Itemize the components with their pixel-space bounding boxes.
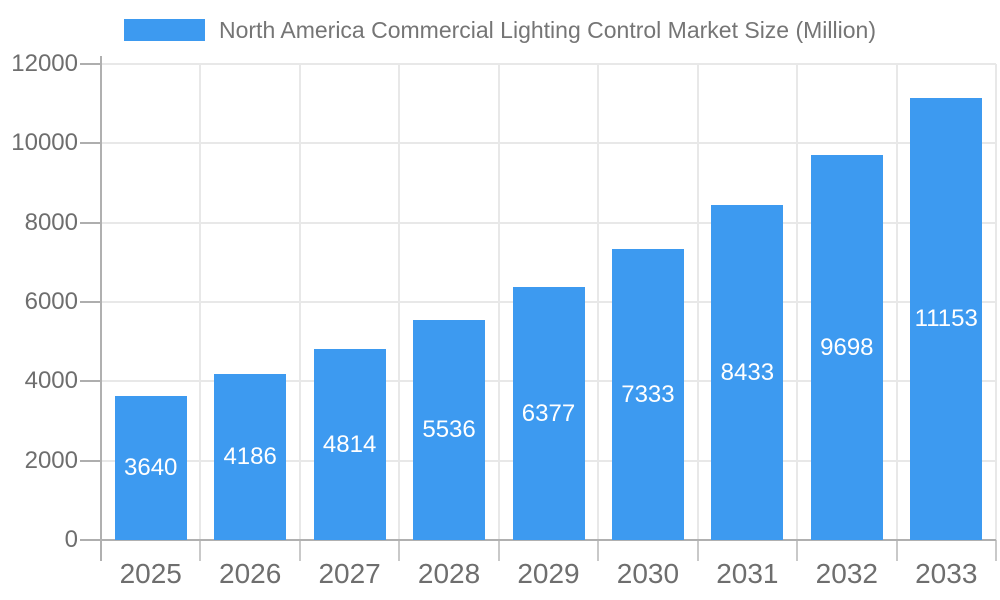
y-tick-mark bbox=[80, 301, 101, 303]
bar-value-label: 7333 bbox=[621, 380, 675, 408]
x-gridline bbox=[796, 64, 799, 540]
x-tick-label: 2031 bbox=[716, 558, 779, 589]
y-gridline bbox=[101, 63, 996, 65]
bar-2026: 4186 bbox=[214, 373, 287, 540]
x-gridline bbox=[895, 64, 898, 540]
x-gridline bbox=[597, 64, 600, 540]
y-gridline bbox=[101, 221, 996, 224]
y-tick-mark bbox=[80, 142, 101, 145]
y-tick-label: 0 bbox=[64, 526, 78, 553]
x-tick-label: 2030 bbox=[616, 558, 680, 589]
y-tick-label: 4000 bbox=[24, 367, 78, 395]
y-tick-label: 6000 bbox=[24, 288, 78, 315]
x-tick-label: 2029 bbox=[517, 558, 580, 589]
x-gridline bbox=[298, 64, 301, 540]
x-tick-label: 2027 bbox=[318, 558, 381, 589]
bar-value-label: 5536 bbox=[422, 416, 476, 444]
y-axis-line bbox=[100, 56, 102, 561]
x-gridline bbox=[696, 64, 699, 540]
bar-value-label: 4186 bbox=[223, 442, 277, 470]
bar-value-label: 11153 bbox=[914, 304, 978, 332]
legend-item[interactable]: North America Commercial Lighting Contro… bbox=[124, 15, 876, 45]
bar-value-label: 6377 bbox=[521, 399, 576, 427]
x-tick-mark bbox=[696, 540, 699, 561]
y-tick-label: 2000 bbox=[24, 446, 78, 474]
x-tick-label: 2028 bbox=[417, 558, 481, 589]
bar-value-label: 3640 bbox=[124, 453, 178, 481]
x-axis-line bbox=[101, 539, 996, 541]
bar-2025: 3640 bbox=[114, 395, 187, 540]
bar-2029: 6377 bbox=[512, 287, 585, 540]
y-tick-mark bbox=[80, 380, 101, 383]
x-tick-label: 2033 bbox=[915, 558, 978, 589]
x-tick-mark bbox=[796, 540, 799, 561]
x-gridline bbox=[497, 64, 500, 540]
x-tick-mark bbox=[597, 540, 600, 561]
bar-2030: 7333 bbox=[611, 249, 684, 540]
bar-2028: 5536 bbox=[413, 320, 486, 540]
x-tick-mark bbox=[995, 540, 997, 561]
x-gridline bbox=[995, 64, 997, 540]
y-gridline bbox=[101, 142, 996, 145]
x-tick-mark bbox=[298, 540, 301, 561]
bar-value-label: 8433 bbox=[720, 358, 775, 386]
y-tick-mark bbox=[80, 221, 101, 224]
legend-swatch-icon bbox=[124, 19, 205, 41]
bar-2032: 9698 bbox=[810, 155, 883, 540]
x-tick-label: 2032 bbox=[815, 558, 878, 589]
bar-value-label: 9698 bbox=[820, 333, 874, 361]
y-tick-label: 12000 bbox=[11, 50, 78, 77]
x-tick-mark bbox=[497, 540, 500, 561]
bar-2033: 11153 bbox=[910, 97, 983, 540]
y-tick-mark bbox=[80, 459, 101, 462]
x-tick-label: 2025 bbox=[119, 558, 182, 589]
y-tick-label: 10000 bbox=[11, 129, 78, 157]
x-gridline bbox=[398, 64, 401, 540]
x-tick-label: 2026 bbox=[219, 558, 282, 589]
x-tick-mark bbox=[895, 540, 898, 561]
legend: North America Commercial Lighting Contro… bbox=[0, 12, 1000, 48]
y-tick-mark bbox=[80, 539, 101, 541]
legend-label: North America Commercial Lighting Contro… bbox=[219, 17, 876, 43]
bar-2027: 4814 bbox=[313, 349, 386, 540]
x-tick-mark bbox=[398, 540, 401, 561]
x-gridline bbox=[199, 64, 202, 540]
bar-value-label: 4814 bbox=[322, 430, 377, 458]
y-tick-mark bbox=[80, 63, 101, 65]
y-tick-label: 8000 bbox=[24, 208, 78, 236]
bar-2031: 8433 bbox=[711, 205, 784, 540]
x-tick-mark bbox=[199, 540, 202, 561]
